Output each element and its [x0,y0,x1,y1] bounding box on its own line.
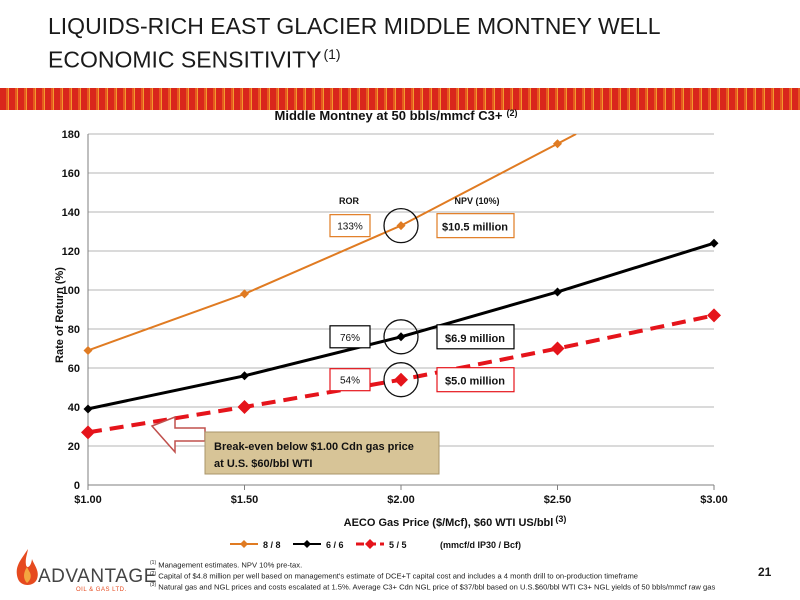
slide-title-note: (1) [323,46,341,62]
annotations: ROR NPV (10%) Break-even below $1.00 Cdn… [150,196,515,475]
y-tick-label: 100 [62,285,80,297]
data-point [394,372,408,387]
legend-note: (mmcf/d IP30 / Bcf) [440,540,521,550]
highlight-circle [383,319,419,355]
data-point [83,404,93,414]
y-tick-label: 60 [68,363,80,375]
footnote-3-mark: (3) [150,582,157,589]
data-point [709,238,719,248]
legend-label: 5 / 5 [389,540,407,550]
npv-box [436,213,515,239]
data-point [83,345,93,355]
footnote-2-text: Capital of $4.8 million per well based o… [158,571,639,581]
x-tick-label: $1.00 [74,494,102,506]
footnote-3-text: Natural gas and NGL prices and costs esc… [158,582,716,592]
legend-marker [240,540,248,548]
x-axis-label-text: AECO Gas Price ($/Mcf), $60 WTI US/bbl [344,517,554,529]
logo-text: ADVANTAGE [38,566,157,587]
footnote-2-mark: (2) [150,571,157,578]
data-point [707,308,721,323]
npv-header: NPV (10%) [454,196,499,206]
footnote-1-mark: (1) [150,560,157,566]
x-tick-label: $3.00 [700,494,728,506]
x-axis-label-note: (3) [555,514,566,524]
legend-marker [303,540,311,548]
data-point [553,287,562,297]
y-tick-label: 40 [68,402,80,414]
data-point [553,139,562,149]
callout-arrow [150,415,206,454]
npv-box [436,367,515,393]
series-8-8 [83,134,577,355]
series-6-6 [83,238,719,414]
x-tick-label: $1.50 [231,494,259,506]
data-point [81,425,95,440]
footnotes: (1) Management estimates. NPV 10% pre-ta… [150,559,750,592]
footnote-1-text: Management estimates. NPV 10% pre-tax. [158,560,303,570]
ror-value: 133% [337,222,363,233]
npv-value: $6.9 million [445,333,505,345]
data-point [396,221,406,231]
footnote-2: (2) Capital of $4.8 million per well bas… [150,570,750,581]
x-tick-label: $2.50 [544,494,572,506]
callout-line-2: at U.S. $60/bbl WTI [214,458,312,470]
legend-marker [365,539,375,549]
npv-value: $10.5 million [442,222,508,234]
ror-value: 76% [340,333,360,344]
ror-box [329,368,371,392]
chart-title: Middle Montney at 50 bbls/mmcf C3+ (2) [275,108,518,123]
y-tick-label: 120 [62,246,80,258]
page-number: 21 [758,565,772,579]
ror-box [329,325,371,349]
highlight-circle [383,207,419,244]
slide-title-text: LIQUIDS-RICH EAST GLACIER MIDDLE MONTNEY… [48,13,660,73]
y-tick-label: 160 [62,168,80,180]
footnote-1: (1) Management estimates. NPV 10% pre-ta… [150,559,750,570]
ror-value: 54% [340,376,360,387]
x-tick-label: $2.00 [387,494,415,506]
decorative-banner [0,88,800,110]
npv-value: $5.0 million [445,376,505,388]
y-tick-label: 180 [62,129,80,141]
x-axis-label: AECO Gas Price ($/Mcf), $60 WTI US/bbl (3… [344,514,567,529]
data-point [550,341,565,356]
highlight-circle [383,362,419,398]
callout-line-1: Break-even below $1.00 Cdn gas price [214,441,414,453]
series-group [81,134,721,440]
series-5-5 [81,308,721,440]
y-axis-label: Rate of Return (%) [54,267,66,363]
footnote-3: (3) Natural gas and NGL prices and costs… [150,581,750,592]
y-tick-label: 140 [62,207,80,219]
series-line [87,134,577,352]
npv-box [436,324,515,350]
logo-subtext: OIL & GAS LTD. [76,587,127,593]
callout-box [204,431,440,475]
gridlines [88,133,714,447]
slide-title: LIQUIDS-RICH EAST GLACIER MIDDLE MONTNEY… [48,12,768,74]
data-point [240,371,249,381]
legend-label: 6 / 6 [326,540,344,550]
y-tick-label: 0 [74,480,80,492]
data-point [240,289,249,299]
ror-header: ROR [339,196,360,206]
x-tick-labels: $1.00 $1.50 $2.00 $2.50 $3.00 [74,494,728,506]
chart-title-note: (2) [506,108,517,118]
legend: (mmcf/d IP30 / Bcf) 8 / 8 6 / 6 5 / 5 [230,539,521,550]
y-tick-label: 80 [68,324,80,336]
y-tick-labels: 0 20 40 60 80 100 120 140 160 180 [62,129,80,492]
company-logo: ADVANTAGE OIL & GAS LTD. [10,545,156,595]
legend-label: 8 / 8 [263,540,281,550]
y-tick-label: 20 [68,441,80,453]
chart-title-text: Middle Montney at 50 bbls/mmcf C3+ [275,108,503,123]
flame-icon [16,549,38,585]
data-point [237,400,252,414]
ror-box [329,214,371,238]
data-point [396,332,406,342]
